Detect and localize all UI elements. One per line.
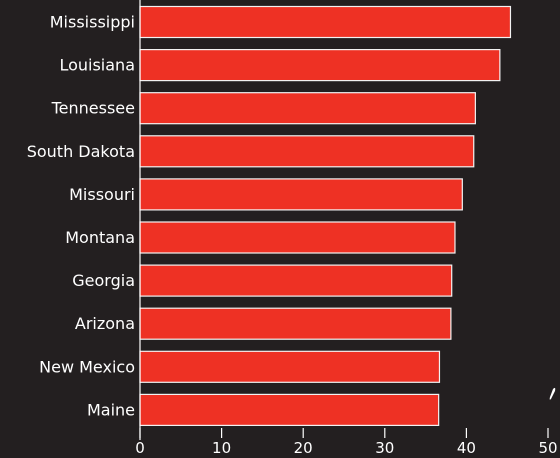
- x-tick-label-0: 0: [135, 439, 145, 457]
- x-axis-ticks: 0 10 20 30 40 50: [135, 428, 558, 457]
- x-tick-label-20: 20: [294, 439, 313, 457]
- bar-montana: [139, 221, 456, 254]
- bar-south-dakota: [139, 135, 475, 168]
- x-tick-label-40: 40: [457, 439, 476, 457]
- bar-arizona: [139, 307, 452, 340]
- category-label-mississippi: Mississippi: [50, 13, 135, 32]
- bar-missouri: [139, 178, 463, 211]
- bar-georgia: [139, 264, 453, 297]
- category-label-montana: Montana: [65, 228, 135, 247]
- x-tick-label-50: 50: [538, 439, 557, 457]
- bar-louisiana: [139, 48, 501, 82]
- category-label-maine: Maine: [87, 400, 135, 419]
- bars-group: [139, 5, 512, 426]
- bar-new-mexico: [139, 350, 441, 383]
- bar-maine: [139, 393, 440, 426]
- category-label-south-dakota: South Dakota: [27, 142, 135, 161]
- category-label-georgia: Georgia: [72, 271, 135, 290]
- category-label-louisiana: Louisiana: [59, 56, 135, 75]
- category-labels: Mississippi Louisiana Tennessee South Dakot…: [27, 13, 135, 420]
- category-label-arizona: Arizona: [75, 314, 135, 333]
- category-label-tennessee: Tennessee: [51, 99, 135, 118]
- category-label-missouri: Missouri: [69, 185, 135, 204]
- bar-tennessee: [139, 92, 476, 125]
- x-tick-label-30: 30: [375, 439, 394, 457]
- category-label-new-mexico: New Mexico: [39, 357, 135, 376]
- bar-mississippi: [139, 5, 512, 39]
- decorative-mark: [549, 387, 556, 400]
- x-tick-label-10: 10: [212, 439, 231, 457]
